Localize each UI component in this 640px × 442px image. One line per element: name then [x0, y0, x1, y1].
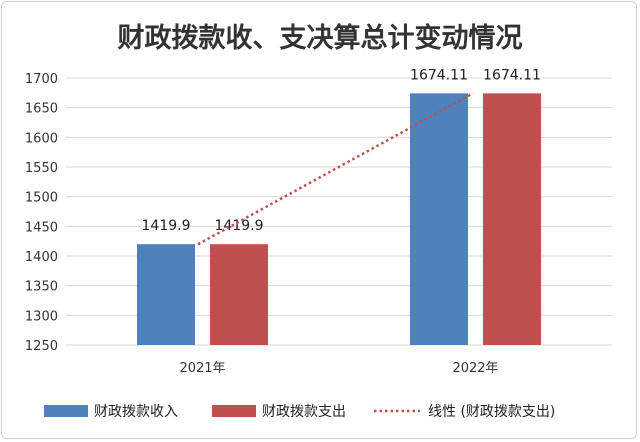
- y-tick-label: 1550: [25, 161, 58, 176]
- bars: 1419.9 1419.9 1674.11 1674.11: [137, 67, 541, 346]
- x-axis-ticks: 2021年 2022年: [179, 361, 498, 376]
- bar-income: [137, 244, 195, 345]
- y-tick-label: 1450: [25, 220, 58, 235]
- bar-income: [410, 93, 468, 346]
- y-tick-label: 1650: [25, 102, 58, 117]
- legend-swatch-income: [44, 405, 88, 417]
- data-label: 1419.9: [142, 218, 191, 234]
- y-tick-label: 1350: [25, 280, 58, 295]
- legend-label-expense: 财政拨款支出: [262, 404, 346, 420]
- y-tick-label: 1250: [25, 339, 58, 354]
- data-label: 1674.11: [483, 67, 541, 83]
- legend-swatch-expense: [212, 405, 256, 417]
- legend-label-income: 财政拨款收入: [94, 404, 178, 420]
- x-tick-label: 2022年: [452, 361, 498, 376]
- data-label: 1419.9: [215, 218, 264, 234]
- y-tick-label: 1500: [25, 191, 58, 206]
- bar-expense: [210, 244, 268, 345]
- legend-label-trendline: 线性 (财政拨款支出): [428, 404, 555, 420]
- y-axis-ticks: 1250 1300 1350 1400 1450 1500 1550 1600 1650 1700: [25, 72, 58, 354]
- data-label: 1674.11: [410, 67, 468, 83]
- y-tick-label: 1300: [25, 309, 58, 324]
- chart-title: 财政拨款收、支决算总计变动情况: [118, 22, 523, 54]
- y-tick-label: 1600: [25, 131, 58, 146]
- x-tick-label: 2021年: [179, 361, 225, 376]
- bar-expense: [483, 93, 541, 346]
- y-tick-label: 1400: [25, 250, 58, 265]
- y-tick-label: 1700: [25, 72, 58, 87]
- legend: 财政拨款收入 财政拨款支出 线性 (财政拨款支出): [44, 404, 555, 420]
